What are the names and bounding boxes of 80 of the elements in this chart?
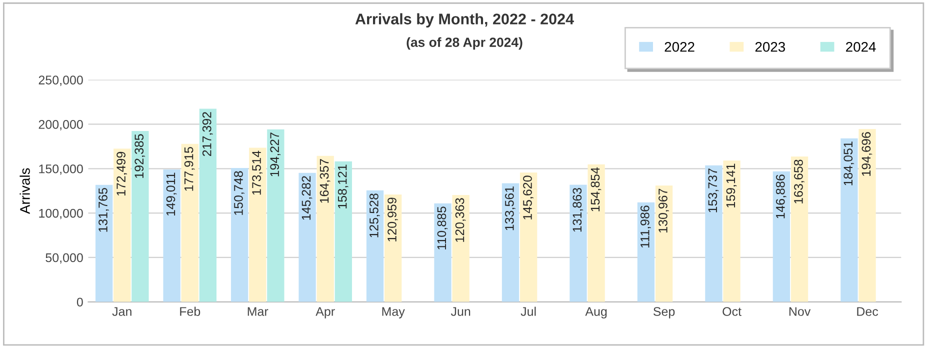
bar [267, 129, 284, 302]
data-label: 158,121 [338, 164, 348, 208]
bar [705, 165, 722, 302]
data-label: 194,227 [270, 132, 280, 176]
chart-subtitle: (as of 28 Apr 2024) [406, 37, 522, 50]
bar [452, 194, 470, 302]
data-label: 159,141 [726, 164, 737, 208]
data-label: 120,363 [455, 198, 466, 242]
y-tick-label: 100,000 [39, 208, 83, 220]
x-tick-label: Apr [316, 307, 335, 318]
data-label: 149,011 [166, 172, 177, 216]
x-tick-label: Jul [520, 306, 536, 316]
bar [840, 138, 858, 302]
data-label: 110,885 [437, 206, 448, 250]
bar [249, 148, 266, 302]
bar [230, 168, 248, 302]
bar [316, 156, 334, 302]
chart-title: Arrivals by Month, 2022 - 2024 [355, 13, 574, 28]
bar [858, 128, 876, 302]
x-tick-label: Nov [789, 307, 811, 316]
legend-label: 2023 [755, 42, 786, 52]
y-tick-label: 200,000 [38, 120, 83, 130]
y-tick-label: 250,000 [38, 76, 83, 86]
bar [95, 184, 113, 302]
y-axis-title: Arrivals [20, 168, 30, 214]
x-tick-label: Dec [857, 307, 878, 316]
data-label: 131,863 [572, 188, 584, 232]
bar [199, 108, 217, 302]
bar [655, 186, 673, 302]
data-label: 177,915 [184, 147, 195, 191]
data-label: 146,886 [776, 174, 786, 218]
data-label: 164,357 [320, 159, 330, 203]
legend-label: 2022 [664, 42, 694, 52]
data-label: 194,696 [862, 132, 872, 176]
bar [334, 161, 352, 302]
data-label: 125,528 [370, 194, 380, 238]
y-tick-label: 0 [76, 298, 83, 307]
data-label: 192,385 [134, 134, 146, 178]
bar [790, 156, 808, 302]
x-tick-label: Jan [112, 307, 132, 316]
x-tick-label: Jun [450, 307, 470, 316]
data-label: 145,620 [523, 176, 534, 220]
data-label: 153,737 [708, 168, 719, 212]
bar [384, 194, 402, 302]
data-label: 111,986 [640, 206, 651, 248]
data-label: 163,658 [794, 160, 804, 204]
bar [723, 160, 740, 302]
bar [570, 184, 587, 302]
bar [588, 164, 605, 302]
y-tick-label: 50,000 [46, 253, 83, 264]
x-tick-label: Mar [248, 307, 268, 316]
data-label: 217,392 [202, 112, 213, 156]
data-label: 133,561 [505, 186, 516, 230]
data-label: 154,854 [590, 167, 602, 212]
x-tick-label: Aug [585, 307, 607, 318]
x-tick-label: Sep [653, 307, 675, 318]
bar [163, 170, 180, 302]
bar [132, 130, 149, 302]
x-tick-label: Feb [180, 306, 200, 316]
bar [298, 172, 316, 302]
y-tick-label: 150,000 [39, 164, 83, 175]
data-label: 145,282 [302, 176, 312, 220]
data-label: 131,765 [98, 188, 109, 232]
bar [434, 203, 452, 302]
data-label: 120,959 [388, 198, 398, 242]
bar [181, 144, 198, 302]
bar [114, 148, 131, 302]
data-label: 150,748 [234, 171, 244, 215]
legend-label: 2024 [846, 42, 876, 52]
bar [366, 190, 384, 302]
data-label: 184,051 [844, 142, 854, 186]
x-tick-label: Oct [722, 307, 742, 316]
data-label: 130,967 [658, 188, 669, 232]
bar [502, 183, 520, 302]
bar [637, 202, 655, 302]
x-tick-label: May [382, 307, 405, 318]
bar [520, 172, 538, 302]
data-label: 172,499 [116, 152, 127, 196]
bar [772, 171, 790, 302]
data-label: 173,514 [252, 150, 262, 195]
